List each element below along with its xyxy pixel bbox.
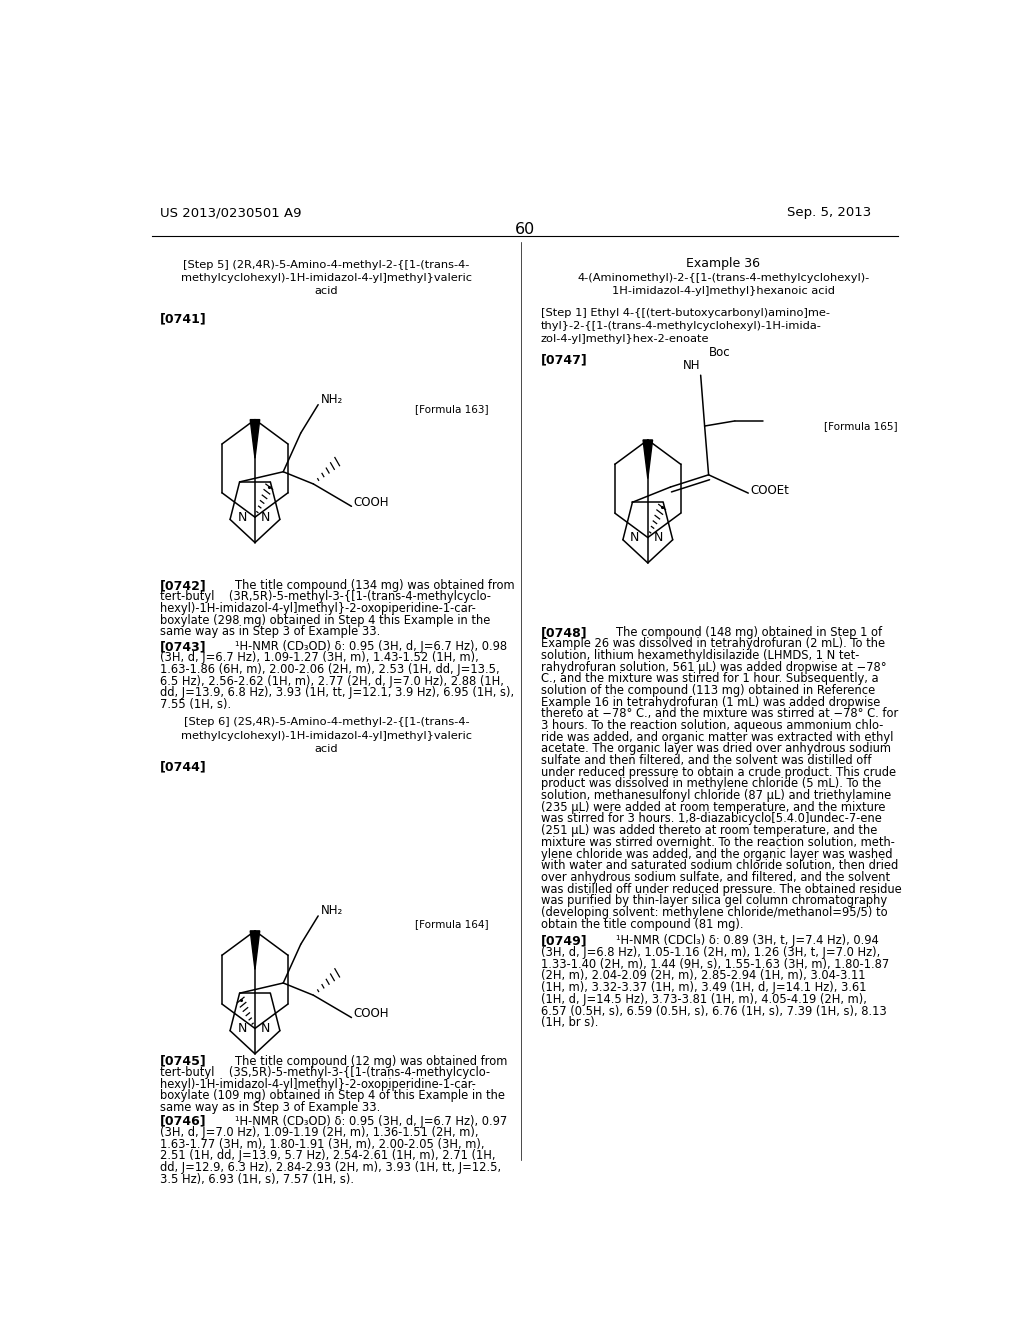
Text: COOEt: COOEt [751, 483, 790, 496]
Text: dd, J=12.9, 6.3 Hz), 2.84-2.93 (2H, m), 3.93 (1H, tt, J=12.5,: dd, J=12.9, 6.3 Hz), 2.84-2.93 (2H, m), … [160, 1162, 501, 1173]
Text: ylene chloride was added, and the organic layer was washed: ylene chloride was added, and the organi… [541, 847, 892, 861]
Text: product was dissolved in methylene chloride (5 mL). To the: product was dissolved in methylene chlor… [541, 777, 881, 791]
Text: (3H, d, J=6.7 Hz), 1.09-1.27 (3H, m), 1.43-1.52 (1H, m),: (3H, d, J=6.7 Hz), 1.09-1.27 (3H, m), 1.… [160, 651, 478, 664]
Text: N: N [653, 531, 664, 544]
Text: 4-(Aminomethyl)-2-{[1-(trans-4-methylcyclohexyl)-: 4-(Aminomethyl)-2-{[1-(trans-4-methylcyc… [578, 273, 869, 284]
Text: hexyl)-1H-imidazol-4-yl]methyl}-2-oxopiperidine-1-car-: hexyl)-1H-imidazol-4-yl]methyl}-2-oxopip… [160, 1077, 475, 1090]
Text: acid: acid [314, 286, 338, 297]
Text: mixture was stirred overnight. To the reaction solution, meth-: mixture was stirred overnight. To the re… [541, 836, 895, 849]
Text: hexyl)-1H-imidazol-4-yl]methyl}-2-oxopiperidine-1-car-: hexyl)-1H-imidazol-4-yl]methyl}-2-oxopip… [160, 602, 475, 615]
Text: [Formula 165]: [Formula 165] [824, 421, 898, 430]
Text: acetate. The organic layer was dried over anhydrous sodium: acetate. The organic layer was dried ove… [541, 742, 891, 755]
Text: same way as in Step 3 of Example 33.: same way as in Step 3 of Example 33. [160, 1101, 380, 1114]
Text: ¹H-NMR (CD₃OD) δ: 0.95 (3H, d, J=6.7 Hz), 0.97: ¹H-NMR (CD₃OD) δ: 0.95 (3H, d, J=6.7 Hz)… [236, 1115, 507, 1127]
Text: tert-butyl    (3R,5R)-5-methyl-3-{[1-(trans-4-methylcyclo-: tert-butyl (3R,5R)-5-methyl-3-{[1-(trans… [160, 590, 490, 603]
Text: [Formula 163]: [Formula 163] [415, 404, 488, 414]
Text: acid: acid [314, 744, 338, 754]
Text: C., and the mixture was stirred for 1 hour. Subsequently, a: C., and the mixture was stirred for 1 ho… [541, 672, 879, 685]
Text: [0747]: [0747] [541, 354, 588, 367]
Text: NH: NH [683, 359, 700, 371]
Text: sulfate and then filtered, and the solvent was distilled off: sulfate and then filtered, and the solve… [541, 754, 871, 767]
Text: was stirred for 3 hours. 1,8-diazabicyclo[5.4.0]undec-7-ene: was stirred for 3 hours. 1,8-diazabicycl… [541, 812, 882, 825]
Text: N: N [238, 511, 247, 524]
Text: [0748]: [0748] [541, 626, 588, 639]
Text: (235 μL) were added at room temperature, and the mixture: (235 μL) were added at room temperature,… [541, 801, 885, 813]
Text: [Formula 164]: [Formula 164] [415, 919, 488, 929]
Text: 6.57 (0.5H, s), 6.59 (0.5H, s), 6.76 (1H, s), 7.39 (1H, s), 8.13: 6.57 (0.5H, s), 6.59 (0.5H, s), 6.76 (1H… [541, 1005, 887, 1018]
Text: thyl}-2-{[1-(trans-4-methylcyclohexyl)-1H-imida-: thyl}-2-{[1-(trans-4-methylcyclohexyl)-1… [541, 321, 821, 331]
Text: was purified by thin-layer silica gel column chromatography: was purified by thin-layer silica gel co… [541, 894, 887, 907]
Text: 7.55 (1H, s).: 7.55 (1H, s). [160, 698, 230, 711]
Text: ride was added, and organic matter was extracted with ethyl: ride was added, and organic matter was e… [541, 731, 893, 743]
Text: (1H, d, J=14.5 Hz), 3.73-3.81 (1H, m), 4.05-4.19 (2H, m),: (1H, d, J=14.5 Hz), 3.73-3.81 (1H, m), 4… [541, 993, 866, 1006]
Text: 1H-imidazol-4-yl]methyl}hexanoic acid: 1H-imidazol-4-yl]methyl}hexanoic acid [611, 286, 835, 297]
Text: (2H, m), 2.04-2.09 (2H, m), 2.85-2.94 (1H, m), 3.04-3.11: (2H, m), 2.04-2.09 (2H, m), 2.85-2.94 (1… [541, 969, 865, 982]
Polygon shape [250, 931, 260, 969]
Text: US 2013/0230501 A9: US 2013/0230501 A9 [160, 206, 301, 219]
Text: [0745]: [0745] [160, 1055, 207, 1068]
Text: boxylate (109 mg) obtained in Step 4 of this Example in the: boxylate (109 mg) obtained in Step 4 of … [160, 1089, 505, 1102]
Text: rahydrofuran solution, 561 μL) was added dropwise at −78°: rahydrofuran solution, 561 μL) was added… [541, 660, 887, 673]
Text: (3H, d, J=6.8 Hz), 1.05-1.16 (2H, m), 1.26 (3H, t, J=7.0 Hz),: (3H, d, J=6.8 Hz), 1.05-1.16 (2H, m), 1.… [541, 946, 880, 960]
Text: COOH: COOH [354, 1007, 389, 1020]
Text: NH₂: NH₂ [322, 393, 344, 407]
Text: methylcyclohexyl)-1H-imidazol-4-yl]methyl}valeric: methylcyclohexyl)-1H-imidazol-4-yl]methy… [181, 273, 472, 284]
Text: solution of the compound (113 mg) obtained in Reference: solution of the compound (113 mg) obtain… [541, 684, 874, 697]
Text: The compound (148 mg) obtained in Step 1 of: The compound (148 mg) obtained in Step 1… [616, 626, 883, 639]
Text: 3 hours. To the reaction solution, aqueous ammonium chlo-: 3 hours. To the reaction solution, aqueo… [541, 719, 883, 733]
Text: same way as in Step 3 of Example 33.: same way as in Step 3 of Example 33. [160, 626, 380, 639]
Text: (3H, d, J=7.0 Hz), 1.09-1.19 (2H, m), 1.36-1.51 (2H, m),: (3H, d, J=7.0 Hz), 1.09-1.19 (2H, m), 1.… [160, 1126, 478, 1139]
Text: [Step 1] Ethyl 4-{[(tert-butoxycarbonyl)amino]me-: [Step 1] Ethyl 4-{[(tert-butoxycarbonyl)… [541, 308, 829, 318]
Text: ¹H-NMR (CDCl₃) δ: 0.89 (3H, t, J=7.4 Hz), 0.94: ¹H-NMR (CDCl₃) δ: 0.89 (3H, t, J=7.4 Hz)… [616, 935, 879, 948]
Text: NH₂: NH₂ [322, 904, 344, 917]
Text: was distilled off under reduced pressure. The obtained residue: was distilled off under reduced pressure… [541, 883, 901, 895]
Text: over anhydrous sodium sulfate, and filtered, and the solvent: over anhydrous sodium sulfate, and filte… [541, 871, 890, 884]
Text: Example 16 in tetrahydrofuran (1 mL) was added dropwise: Example 16 in tetrahydrofuran (1 mL) was… [541, 696, 880, 709]
Text: N: N [261, 511, 270, 524]
Text: solution, lithium hexamethyldisilazide (LHMDS, 1 N tet-: solution, lithium hexamethyldisilazide (… [541, 649, 859, 661]
Text: [0749]: [0749] [541, 935, 588, 948]
Text: [0746]: [0746] [160, 1115, 207, 1127]
Text: 3.5 Hz), 6.93 (1H, s), 7.57 (1H, s).: 3.5 Hz), 6.93 (1H, s), 7.57 (1H, s). [160, 1172, 353, 1185]
Text: (251 μL) was added thereto at room temperature, and the: (251 μL) was added thereto at room tempe… [541, 824, 877, 837]
Text: (1H, m), 3.32-3.37 (1H, m), 3.49 (1H, d, J=14.1 Hz), 3.61: (1H, m), 3.32-3.37 (1H, m), 3.49 (1H, d,… [541, 981, 866, 994]
Text: thereto at −78° C., and the mixture was stirred at −78° C. for: thereto at −78° C., and the mixture was … [541, 708, 898, 721]
Text: boxylate (298 mg) obtained in Step 4 this Example in the: boxylate (298 mg) obtained in Step 4 thi… [160, 614, 490, 627]
Text: [Step 5] (2R,4R)-5-Amino-4-methyl-2-{[1-(trans-4-: [Step 5] (2R,4R)-5-Amino-4-methyl-2-{[1-… [183, 260, 470, 271]
Text: 1.63-1.77 (3H, m), 1.80-1.91 (3H, m), 2.00-2.05 (3H, m),: 1.63-1.77 (3H, m), 1.80-1.91 (3H, m), 2.… [160, 1138, 484, 1151]
Text: 6.5 Hz), 2.56-2.62 (1H, m), 2.77 (2H, d, J=7.0 Hz), 2.88 (1H,: 6.5 Hz), 2.56-2.62 (1H, m), 2.77 (2H, d,… [160, 675, 504, 688]
Text: under reduced pressure to obtain a crude product. This crude: under reduced pressure to obtain a crude… [541, 766, 896, 779]
Text: 1.63-1.86 (6H, m), 2.00-2.06 (2H, m), 2.53 (1H, dd, J=13.5,: 1.63-1.86 (6H, m), 2.00-2.06 (2H, m), 2.… [160, 663, 500, 676]
Text: tert-butyl    (3S,5R)-5-methyl-3-{[1-(trans-4-methylcyclo-: tert-butyl (3S,5R)-5-methyl-3-{[1-(trans… [160, 1067, 489, 1078]
Text: [0743]: [0743] [160, 640, 207, 653]
Text: Boc: Boc [709, 346, 730, 359]
Text: 2.51 (1H, dd, J=13.9, 5.7 Hz), 2.54-2.61 (1H, m), 2.71 (1H,: 2.51 (1H, dd, J=13.9, 5.7 Hz), 2.54-2.61… [160, 1150, 496, 1163]
Text: N: N [261, 1022, 270, 1035]
Text: COOH: COOH [354, 496, 389, 508]
Text: 1.33-1.40 (2H, m), 1.44 (9H, s), 1.55-1.63 (3H, m), 1.80-1.87: 1.33-1.40 (2H, m), 1.44 (9H, s), 1.55-1.… [541, 958, 889, 970]
Text: ¹H-NMR (CD₃OD) δ: 0.95 (3H, d, J=6.7 Hz), 0.98: ¹H-NMR (CD₃OD) δ: 0.95 (3H, d, J=6.7 Hz)… [236, 640, 507, 653]
Text: dd, J=13.9, 6.8 Hz), 3.93 (1H, tt, J=12.1, 3.9 Hz), 6.95 (1H, s),: dd, J=13.9, 6.8 Hz), 3.93 (1H, tt, J=12.… [160, 686, 514, 700]
Polygon shape [250, 420, 260, 458]
Text: methylcyclohexyl)-1H-imidazol-4-yl]methyl}valeric: methylcyclohexyl)-1H-imidazol-4-yl]methy… [181, 731, 472, 741]
Text: [0744]: [0744] [160, 760, 207, 774]
Text: solution, methanesulfonyl chloride (87 μL) and triethylamine: solution, methanesulfonyl chloride (87 μ… [541, 789, 891, 803]
Text: Sep. 5, 2013: Sep. 5, 2013 [786, 206, 871, 219]
Text: Example 26 was dissolved in tetrahydrofuran (2 mL). To the: Example 26 was dissolved in tetrahydrofu… [541, 638, 885, 651]
Text: zol-4-yl]methyl}hex-2-enoate: zol-4-yl]methyl}hex-2-enoate [541, 334, 710, 345]
Text: The title compound (134 mg) was obtained from: The title compound (134 mg) was obtained… [236, 579, 515, 593]
Text: N: N [238, 1022, 247, 1035]
Text: [0742]: [0742] [160, 579, 207, 593]
Text: 60: 60 [515, 223, 535, 238]
Text: N: N [630, 531, 640, 544]
Text: with water and saturated sodium chloride solution, then dried: with water and saturated sodium chloride… [541, 859, 898, 873]
Text: [0741]: [0741] [160, 313, 207, 326]
Text: obtain the title compound (81 mg).: obtain the title compound (81 mg). [541, 917, 743, 931]
Text: The title compound (12 mg) was obtained from: The title compound (12 mg) was obtained … [236, 1055, 508, 1068]
Text: (1H, br s).: (1H, br s). [541, 1016, 598, 1030]
Text: [Step 6] (2S,4R)-5-Amino-4-methyl-2-{[1-(trans-4-: [Step 6] (2S,4R)-5-Amino-4-methyl-2-{[1-… [183, 718, 469, 727]
Text: Example 36: Example 36 [686, 257, 760, 271]
Polygon shape [643, 440, 652, 479]
Text: (developing solvent: methylene chloride/methanol=95/5) to: (developing solvent: methylene chloride/… [541, 906, 888, 919]
